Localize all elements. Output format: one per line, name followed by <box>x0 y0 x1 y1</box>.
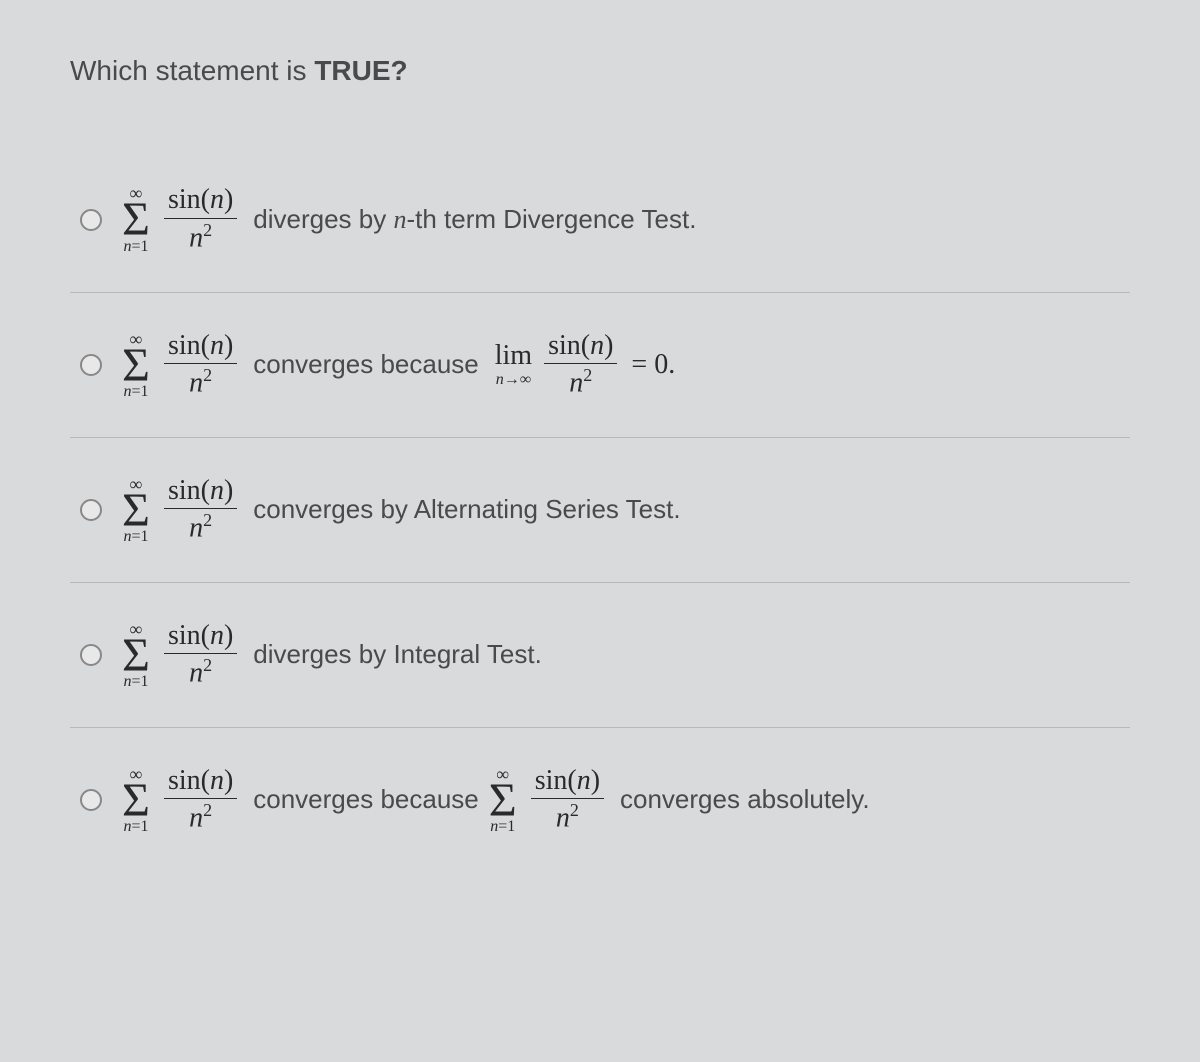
statement-text: converges because <box>253 784 478 815</box>
fraction: sin(n)n2 <box>164 476 237 545</box>
radio-button[interactable] <box>80 499 102 521</box>
question-prefix: Which statement is <box>70 55 314 86</box>
sigma-lower: n=1 <box>490 819 515 835</box>
sigma-lower: n=1 <box>123 529 148 545</box>
sigma-lower: n=1 <box>123 674 148 690</box>
sigma-block: ∞Σn=1 <box>122 765 150 836</box>
sigma-lower: n=1 <box>123 239 148 255</box>
sigma-symbol: Σ <box>122 636 150 677</box>
option-row[interactable]: ∞Σn=1 sin(n)n2 converges by Alternating Se… <box>70 437 1130 582</box>
option-row[interactable]: ∞Σn=1sin(n)n2converges because∞Σn=1sin(n… <box>70 727 1130 872</box>
fraction: sin(n)n2 <box>544 331 617 400</box>
sigma-symbol: Σ <box>122 200 150 241</box>
question-prompt: Which statement is TRUE? <box>70 55 1130 87</box>
fraction-numerator: sin(n) <box>544 331 617 364</box>
fraction-denominator: n2 <box>185 509 216 544</box>
equals-result: = 0. <box>631 349 675 381</box>
fraction: sin(n)n2 <box>164 185 237 254</box>
statement-text: diverges by n-th term Divergence Test. <box>253 204 696 235</box>
series-expression: ∞Σn=1 sin(n)n2 <box>489 765 610 836</box>
limit-sub: n→∞ <box>496 372 531 388</box>
option-row[interactable]: ∞Σn=1sin(n)n2converges becauselimn→∞sin(… <box>70 292 1130 437</box>
series-expression: ∞Σn=1 sin(n)n2 <box>122 620 243 691</box>
fraction: sin(n)n2 <box>531 766 604 835</box>
option-content: ∞Σn=1sin(n)n2converges because∞Σn=1sin(n… <box>122 765 880 836</box>
sigma-block: ∞Σn=1 <box>489 765 517 836</box>
sigma-lower: n=1 <box>123 384 148 400</box>
fraction-denominator: n2 <box>565 364 596 399</box>
sigma-block: ∞Σn=1 <box>122 475 150 546</box>
sigma-block: ∞Σn=1 <box>122 330 150 401</box>
radio-button[interactable] <box>80 789 102 811</box>
fraction-numerator: sin(n) <box>164 621 237 654</box>
sigma-lower: n=1 <box>123 819 148 835</box>
fraction-denominator: n2 <box>185 799 216 834</box>
fraction-numerator: sin(n) <box>164 331 237 364</box>
fraction: sin(n)n2 <box>164 331 237 400</box>
option-row[interactable]: ∞Σn=1 sin(n)n2 diverges by n-th term Diver… <box>70 147 1130 292</box>
fraction-denominator: n2 <box>185 654 216 689</box>
series-expression: ∞Σn=1 sin(n)n2 <box>122 765 243 836</box>
question-bold: TRUE? <box>314 55 407 86</box>
fraction-numerator: sin(n) <box>164 766 237 799</box>
option-content: ∞Σn=1sin(n)n2converges becauselimn→∞sin(… <box>122 330 675 401</box>
sigma-symbol: Σ <box>489 781 517 822</box>
fraction-denominator: n2 <box>552 799 583 834</box>
fraction-numerator: sin(n) <box>531 766 604 799</box>
statement-text: converges because <box>253 349 478 380</box>
fraction-numerator: sin(n) <box>164 185 237 218</box>
options-list: ∞Σn=1sin(n)n2diverges by n-th term Diver… <box>70 147 1130 872</box>
radio-button[interactable] <box>80 644 102 666</box>
fraction-denominator: n2 <box>185 364 216 399</box>
radio-button[interactable] <box>80 354 102 376</box>
fraction-denominator: n2 <box>185 219 216 254</box>
statement-text: converges by Alternating Series Test. <box>253 494 680 525</box>
sigma-symbol: Σ <box>122 491 150 532</box>
option-row[interactable]: ∞Σn=1 sin(n)n2 diverges by Integral Test. <box>70 582 1130 727</box>
option-content: ∞Σn=1 sin(n)n2 diverges by n-th term Diver… <box>122 184 706 255</box>
limit-block: lim n→∞ <box>495 342 532 388</box>
sigma-block: ∞Σn=1 <box>122 620 150 691</box>
fraction: sin(n)n2 <box>164 621 237 690</box>
option-content: ∞Σn=1 sin(n)n2 diverges by Integral Test. <box>122 620 552 691</box>
sigma-symbol: Σ <box>122 346 150 387</box>
statement-text: converges absolutely. <box>620 784 870 815</box>
limit-text: lim <box>495 342 532 370</box>
sigma-symbol: Σ <box>122 781 150 822</box>
option-content: ∞Σn=1 sin(n)n2 converges by Alternating Se… <box>122 475 691 546</box>
series-expression: ∞Σn=1 sin(n)n2 <box>122 475 243 546</box>
series-expression: ∞Σn=1 sin(n)n2 <box>122 330 243 401</box>
radio-button[interactable] <box>80 209 102 231</box>
fraction-numerator: sin(n) <box>164 476 237 509</box>
series-expression: ∞Σn=1 sin(n)n2 <box>122 184 243 255</box>
statement-text: diverges by Integral Test. <box>253 639 542 670</box>
fraction: sin(n)n2 <box>164 766 237 835</box>
sigma-block: ∞Σn=1 <box>122 184 150 255</box>
